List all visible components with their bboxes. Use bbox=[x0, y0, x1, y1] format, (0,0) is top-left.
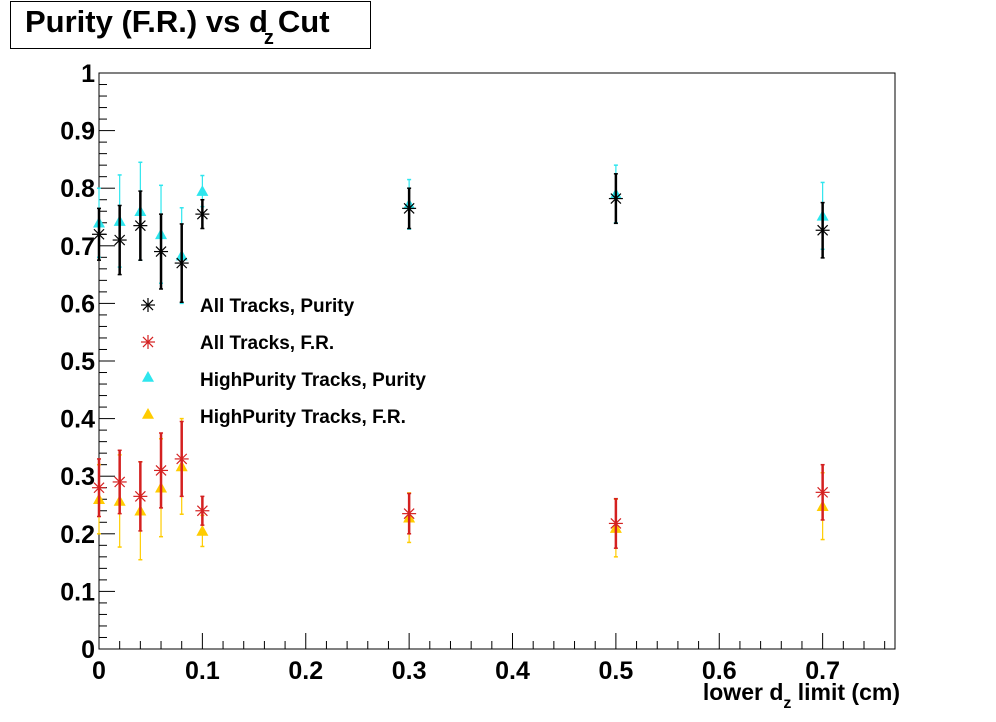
y-tick-label: 0.1 bbox=[60, 578, 95, 606]
y-tick-label: 1 bbox=[81, 60, 95, 88]
triangle-marker bbox=[196, 524, 209, 536]
chart-title-subscript: z bbox=[263, 27, 274, 49]
chart-title: Purity (F.R.) vs dz Cut bbox=[25, 4, 330, 49]
x-tick-label: 0.6 bbox=[702, 657, 737, 685]
marker-stroke bbox=[155, 464, 167, 476]
star-marker bbox=[608, 191, 623, 206]
chart-title-suffix: Cut bbox=[277, 4, 330, 39]
marker-stroke bbox=[403, 508, 415, 520]
x-tick-label: 0.4 bbox=[495, 657, 530, 685]
marker-stroke bbox=[134, 220, 146, 232]
x-axis-label: lower dz limit (cm) bbox=[703, 679, 900, 712]
x-tick-label: 0.3 bbox=[392, 657, 427, 685]
star-marker bbox=[402, 201, 417, 216]
triangle-marker bbox=[196, 185, 209, 196]
marker-stroke bbox=[196, 505, 208, 517]
y-tick-label: 0.2 bbox=[60, 521, 95, 549]
star-marker bbox=[92, 480, 106, 495]
series-0 bbox=[92, 173, 830, 303]
marker-stroke bbox=[114, 234, 126, 246]
star-marker bbox=[174, 451, 189, 466]
chart-title-box: Purity (F.R.) vs dz Cut bbox=[10, 1, 371, 49]
marker-stroke bbox=[155, 246, 167, 258]
star-marker bbox=[154, 463, 169, 478]
star-marker bbox=[154, 244, 169, 259]
legend: All Tracks, Purity All Tracks, F.R. HighPu… bbox=[141, 296, 426, 428]
legend-label: HighPurity Tracks, F.R. bbox=[200, 407, 406, 428]
star-marker bbox=[402, 506, 417, 521]
marker-stroke bbox=[610, 193, 622, 205]
marker-stroke bbox=[176, 453, 188, 465]
chart-title-prefix: Purity (F.R.) vs bbox=[25, 4, 249, 39]
marker-stroke bbox=[142, 336, 154, 348]
legend-label: All Tracks, Purity bbox=[200, 296, 355, 317]
star-marker bbox=[608, 516, 623, 531]
marker-stroke bbox=[403, 202, 415, 214]
star-marker bbox=[815, 223, 830, 238]
star-marker bbox=[112, 233, 127, 248]
legend-marker bbox=[141, 298, 155, 312]
series-1 bbox=[92, 420, 830, 549]
y-tick-label: 0.5 bbox=[60, 348, 95, 376]
star-marker bbox=[133, 218, 148, 233]
marker-stroke bbox=[142, 299, 154, 311]
marker-stroke bbox=[817, 486, 829, 498]
legend-marker bbox=[142, 408, 154, 419]
x-tick-label: 0.5 bbox=[599, 657, 634, 685]
x-tick-label: 0 bbox=[92, 657, 106, 685]
axes: 0 0.1 0.2 0.3 0.4 0.5 0.6 0.7 0.8 0.9 1 0 0.1 0.2 0.3 0… bbox=[60, 60, 886, 685]
marker-stroke bbox=[196, 208, 208, 220]
legend-marker bbox=[142, 371, 154, 382]
series-3 bbox=[93, 417, 829, 561]
legend-label: All Tracks, F.R. bbox=[200, 333, 334, 354]
y-tick-label: 0 bbox=[81, 636, 95, 664]
y-tick-label: 0.9 bbox=[60, 118, 95, 146]
series-2 bbox=[93, 161, 829, 305]
star-marker bbox=[112, 474, 127, 489]
star-marker bbox=[133, 489, 148, 504]
chart-title-d: d bbox=[248, 4, 268, 39]
y-tick-label: 0.4 bbox=[60, 406, 95, 434]
star-marker bbox=[174, 256, 189, 271]
x-tick-label: 0.2 bbox=[288, 657, 323, 685]
y-tick-label: 0.8 bbox=[60, 175, 95, 203]
star-marker bbox=[195, 207, 210, 222]
star-marker bbox=[195, 503, 210, 518]
x-tick-label: 0.1 bbox=[185, 657, 220, 685]
y-tick-label: 0.3 bbox=[60, 463, 95, 491]
series-layer bbox=[92, 161, 830, 561]
marker-stroke bbox=[610, 517, 622, 529]
marker-stroke bbox=[93, 482, 105, 494]
star-marker bbox=[92, 227, 106, 242]
plot-frame bbox=[98, 72, 896, 650]
legend-marker bbox=[141, 335, 155, 349]
x-tick-label: 0.7 bbox=[805, 657, 840, 685]
marker-stroke bbox=[176, 257, 188, 269]
legend-label: HighPurity Tracks, Purity bbox=[200, 370, 426, 391]
marker-stroke bbox=[817, 224, 829, 236]
marker-stroke bbox=[114, 476, 126, 488]
star-marker bbox=[815, 485, 830, 500]
y-tick-label: 0.6 bbox=[60, 290, 95, 318]
y-tick-label: 0.7 bbox=[60, 233, 95, 261]
marker-stroke bbox=[93, 228, 105, 240]
marker-stroke bbox=[134, 490, 146, 502]
